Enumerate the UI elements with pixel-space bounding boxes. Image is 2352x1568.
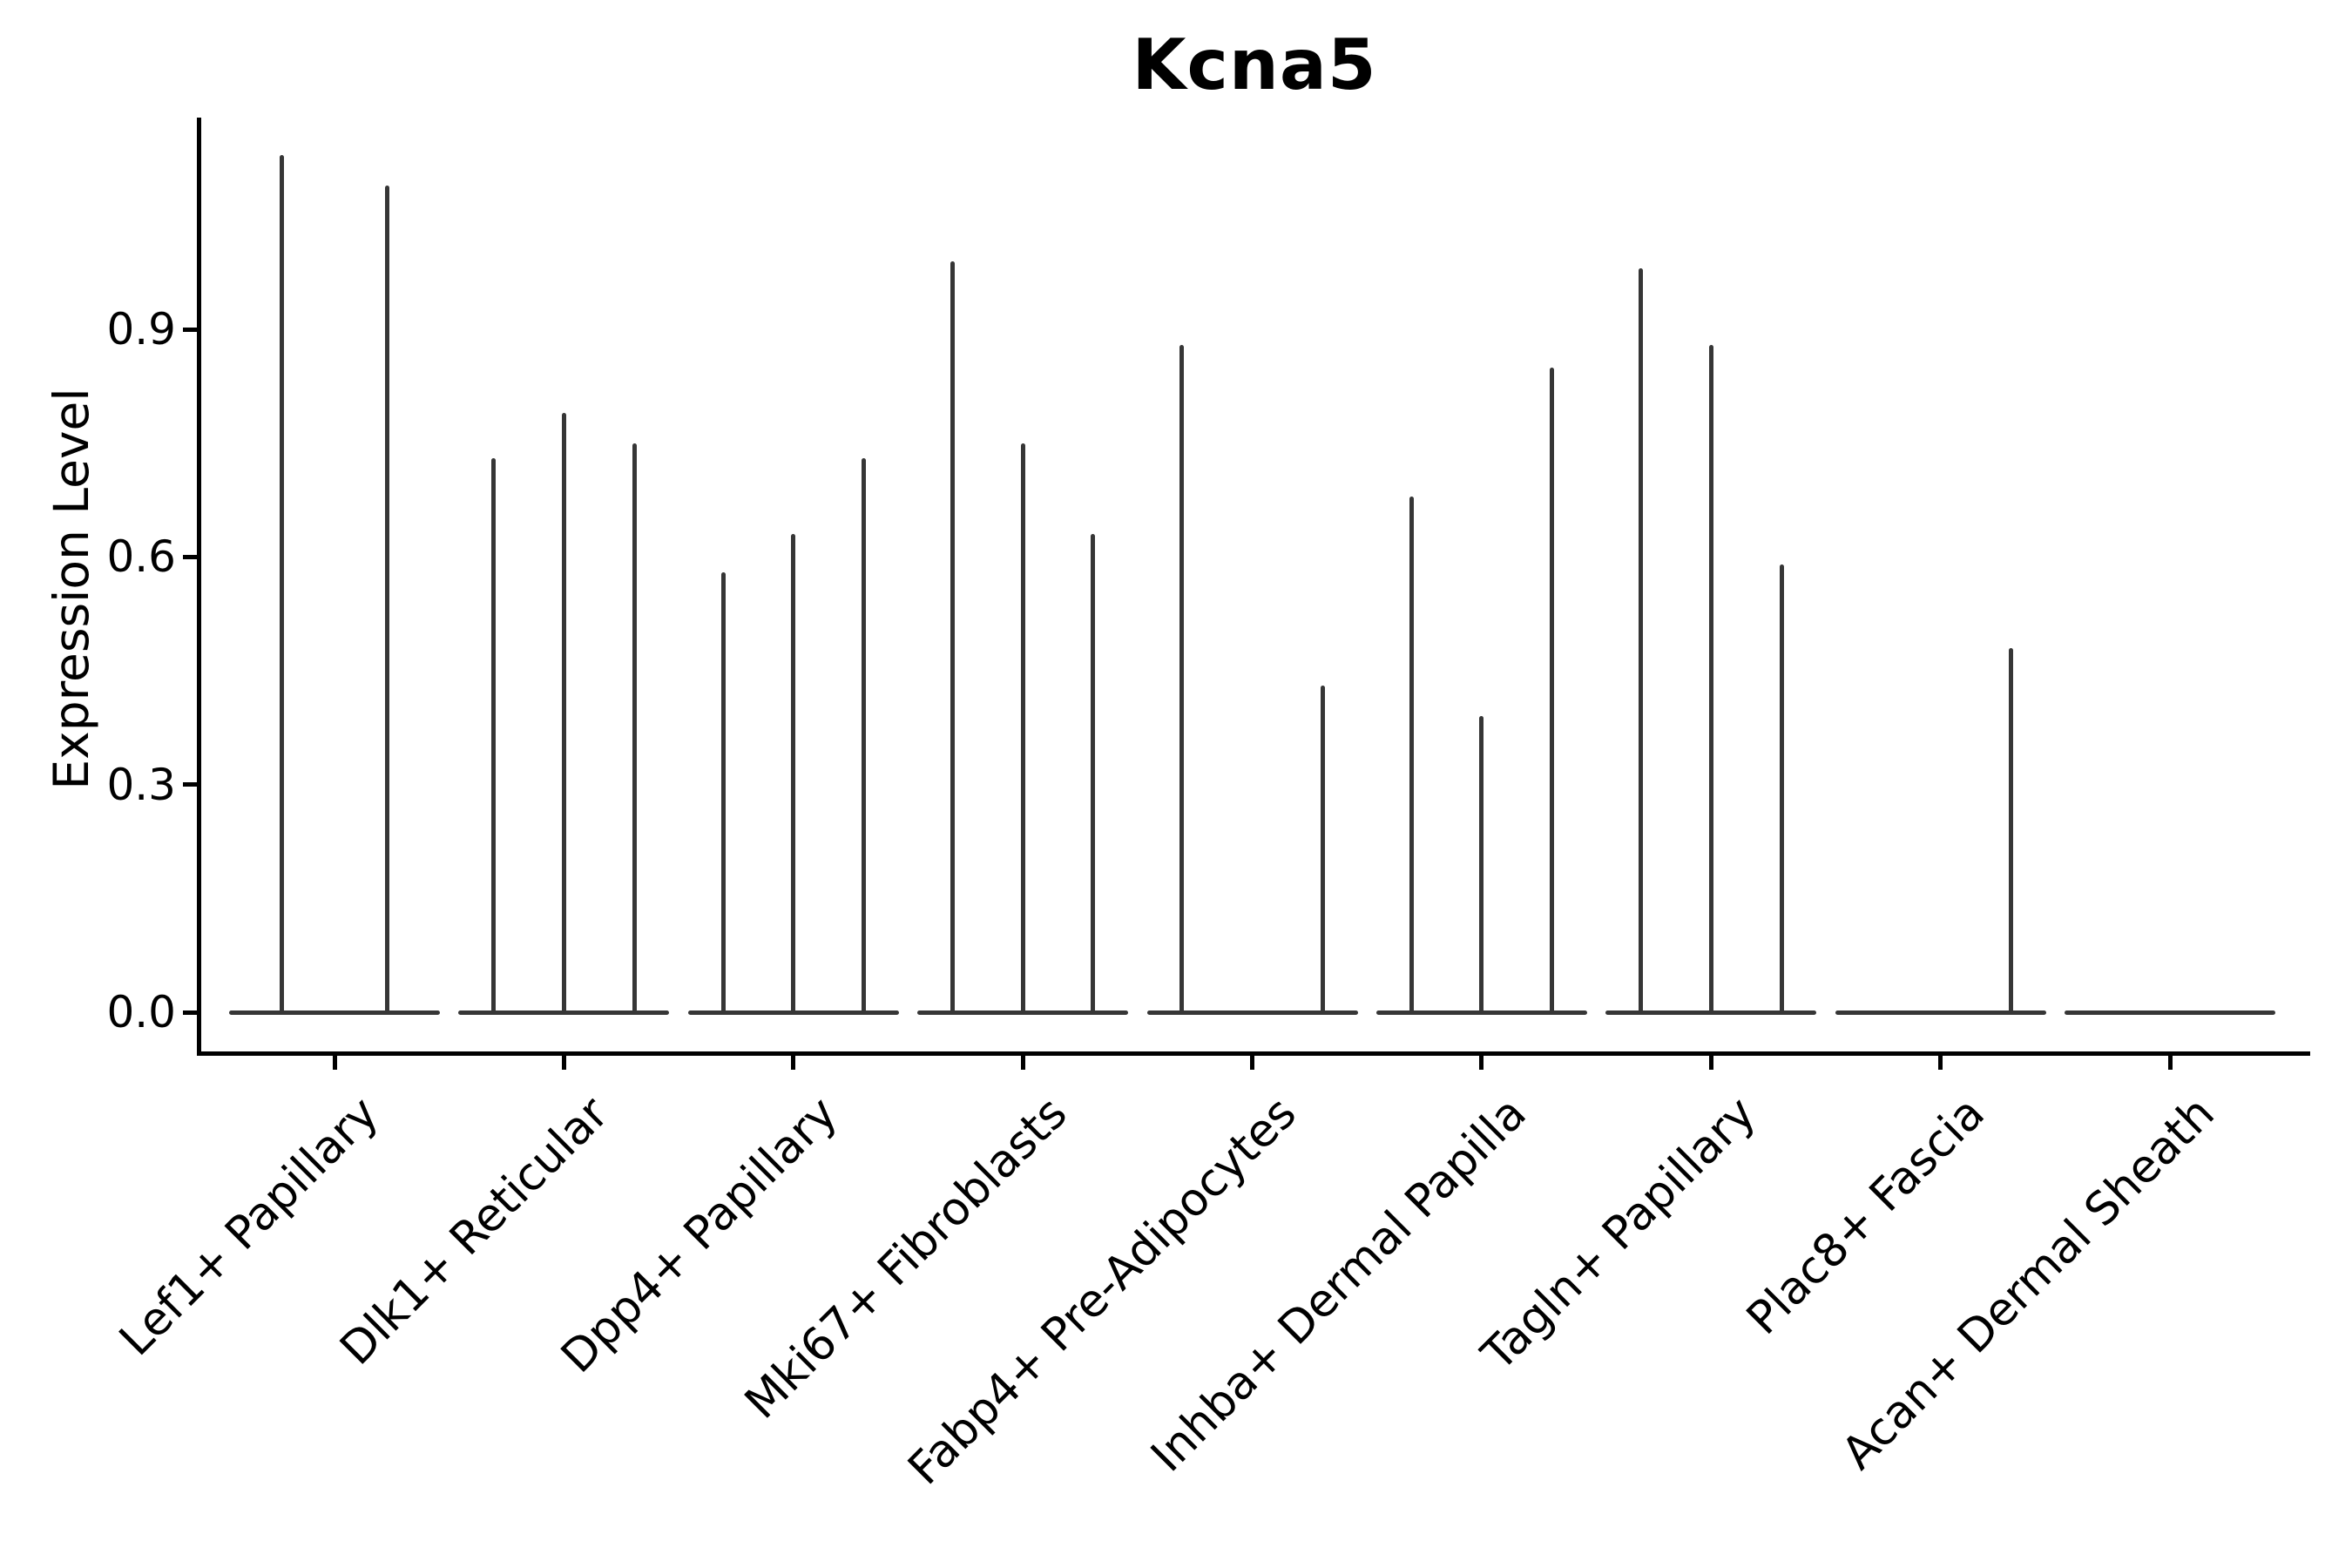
violin-spike <box>1479 716 1484 1012</box>
violin-spike <box>2008 647 2013 1012</box>
violin-spike <box>1550 367 1555 1012</box>
x-axis-label: Acan+ Dermal Sheath <box>1831 1087 2225 1480</box>
y-tick-label: 0.0 <box>106 987 176 1037</box>
y-tick <box>183 327 197 332</box>
violin-spike <box>1409 496 1414 1012</box>
violin-base <box>1835 1010 2046 1015</box>
violin-spike <box>791 534 796 1012</box>
violin-base <box>917 1010 1129 1015</box>
x-tick <box>1708 1056 1713 1070</box>
violin-spike <box>561 412 566 1012</box>
y-tick <box>183 554 197 559</box>
violin-spike <box>632 443 637 1012</box>
violin-spike <box>950 260 955 1012</box>
x-tick <box>791 1056 796 1070</box>
x-tick <box>1020 1056 1025 1070</box>
violin-spike <box>280 154 284 1012</box>
x-axis-label: Plac8+ Fascia <box>1737 1087 1996 1345</box>
violin-spike <box>1320 686 1325 1012</box>
violin-spike <box>1091 534 1096 1012</box>
violin-spike <box>861 458 866 1012</box>
x-tick <box>561 1056 566 1070</box>
x-axis-label: Inhba+ Dermal Papilla <box>1140 1087 1537 1483</box>
violin-base <box>1146 1010 1358 1015</box>
x-axis-spine <box>197 1051 2310 1056</box>
violin-base <box>2065 1010 2276 1015</box>
violin-spike <box>491 458 497 1012</box>
x-tick <box>1938 1056 1943 1070</box>
violin-spike <box>1708 344 1713 1012</box>
violin-spike <box>1020 443 1025 1012</box>
violin-base <box>1605 1010 1817 1015</box>
x-tick <box>1479 1056 1484 1070</box>
y-tick-label: 0.6 <box>106 531 176 583</box>
chart-title: Kcna5 <box>1132 24 1377 105</box>
x-tick <box>1250 1056 1255 1070</box>
y-tick-label: 0.9 <box>106 304 176 355</box>
violin-spike <box>1179 344 1185 1012</box>
x-axis-label: Fabp4+ Pre-Adipocytes <box>898 1087 1307 1496</box>
violin-spike <box>1779 564 1784 1012</box>
violin-base <box>458 1010 670 1015</box>
y-axis-spine <box>197 118 201 1056</box>
violin-base <box>1375 1010 1587 1015</box>
violin-spike <box>1639 268 1644 1012</box>
violin-spike <box>720 571 726 1012</box>
x-tick <box>2167 1056 2173 1070</box>
y-tick-label: 0.3 <box>106 759 176 810</box>
y-tick <box>183 782 197 787</box>
x-tick <box>332 1056 337 1070</box>
violin-base <box>687 1010 899 1015</box>
violin-base <box>229 1010 440 1015</box>
y-tick <box>183 1010 197 1015</box>
violin-spike <box>385 185 389 1012</box>
